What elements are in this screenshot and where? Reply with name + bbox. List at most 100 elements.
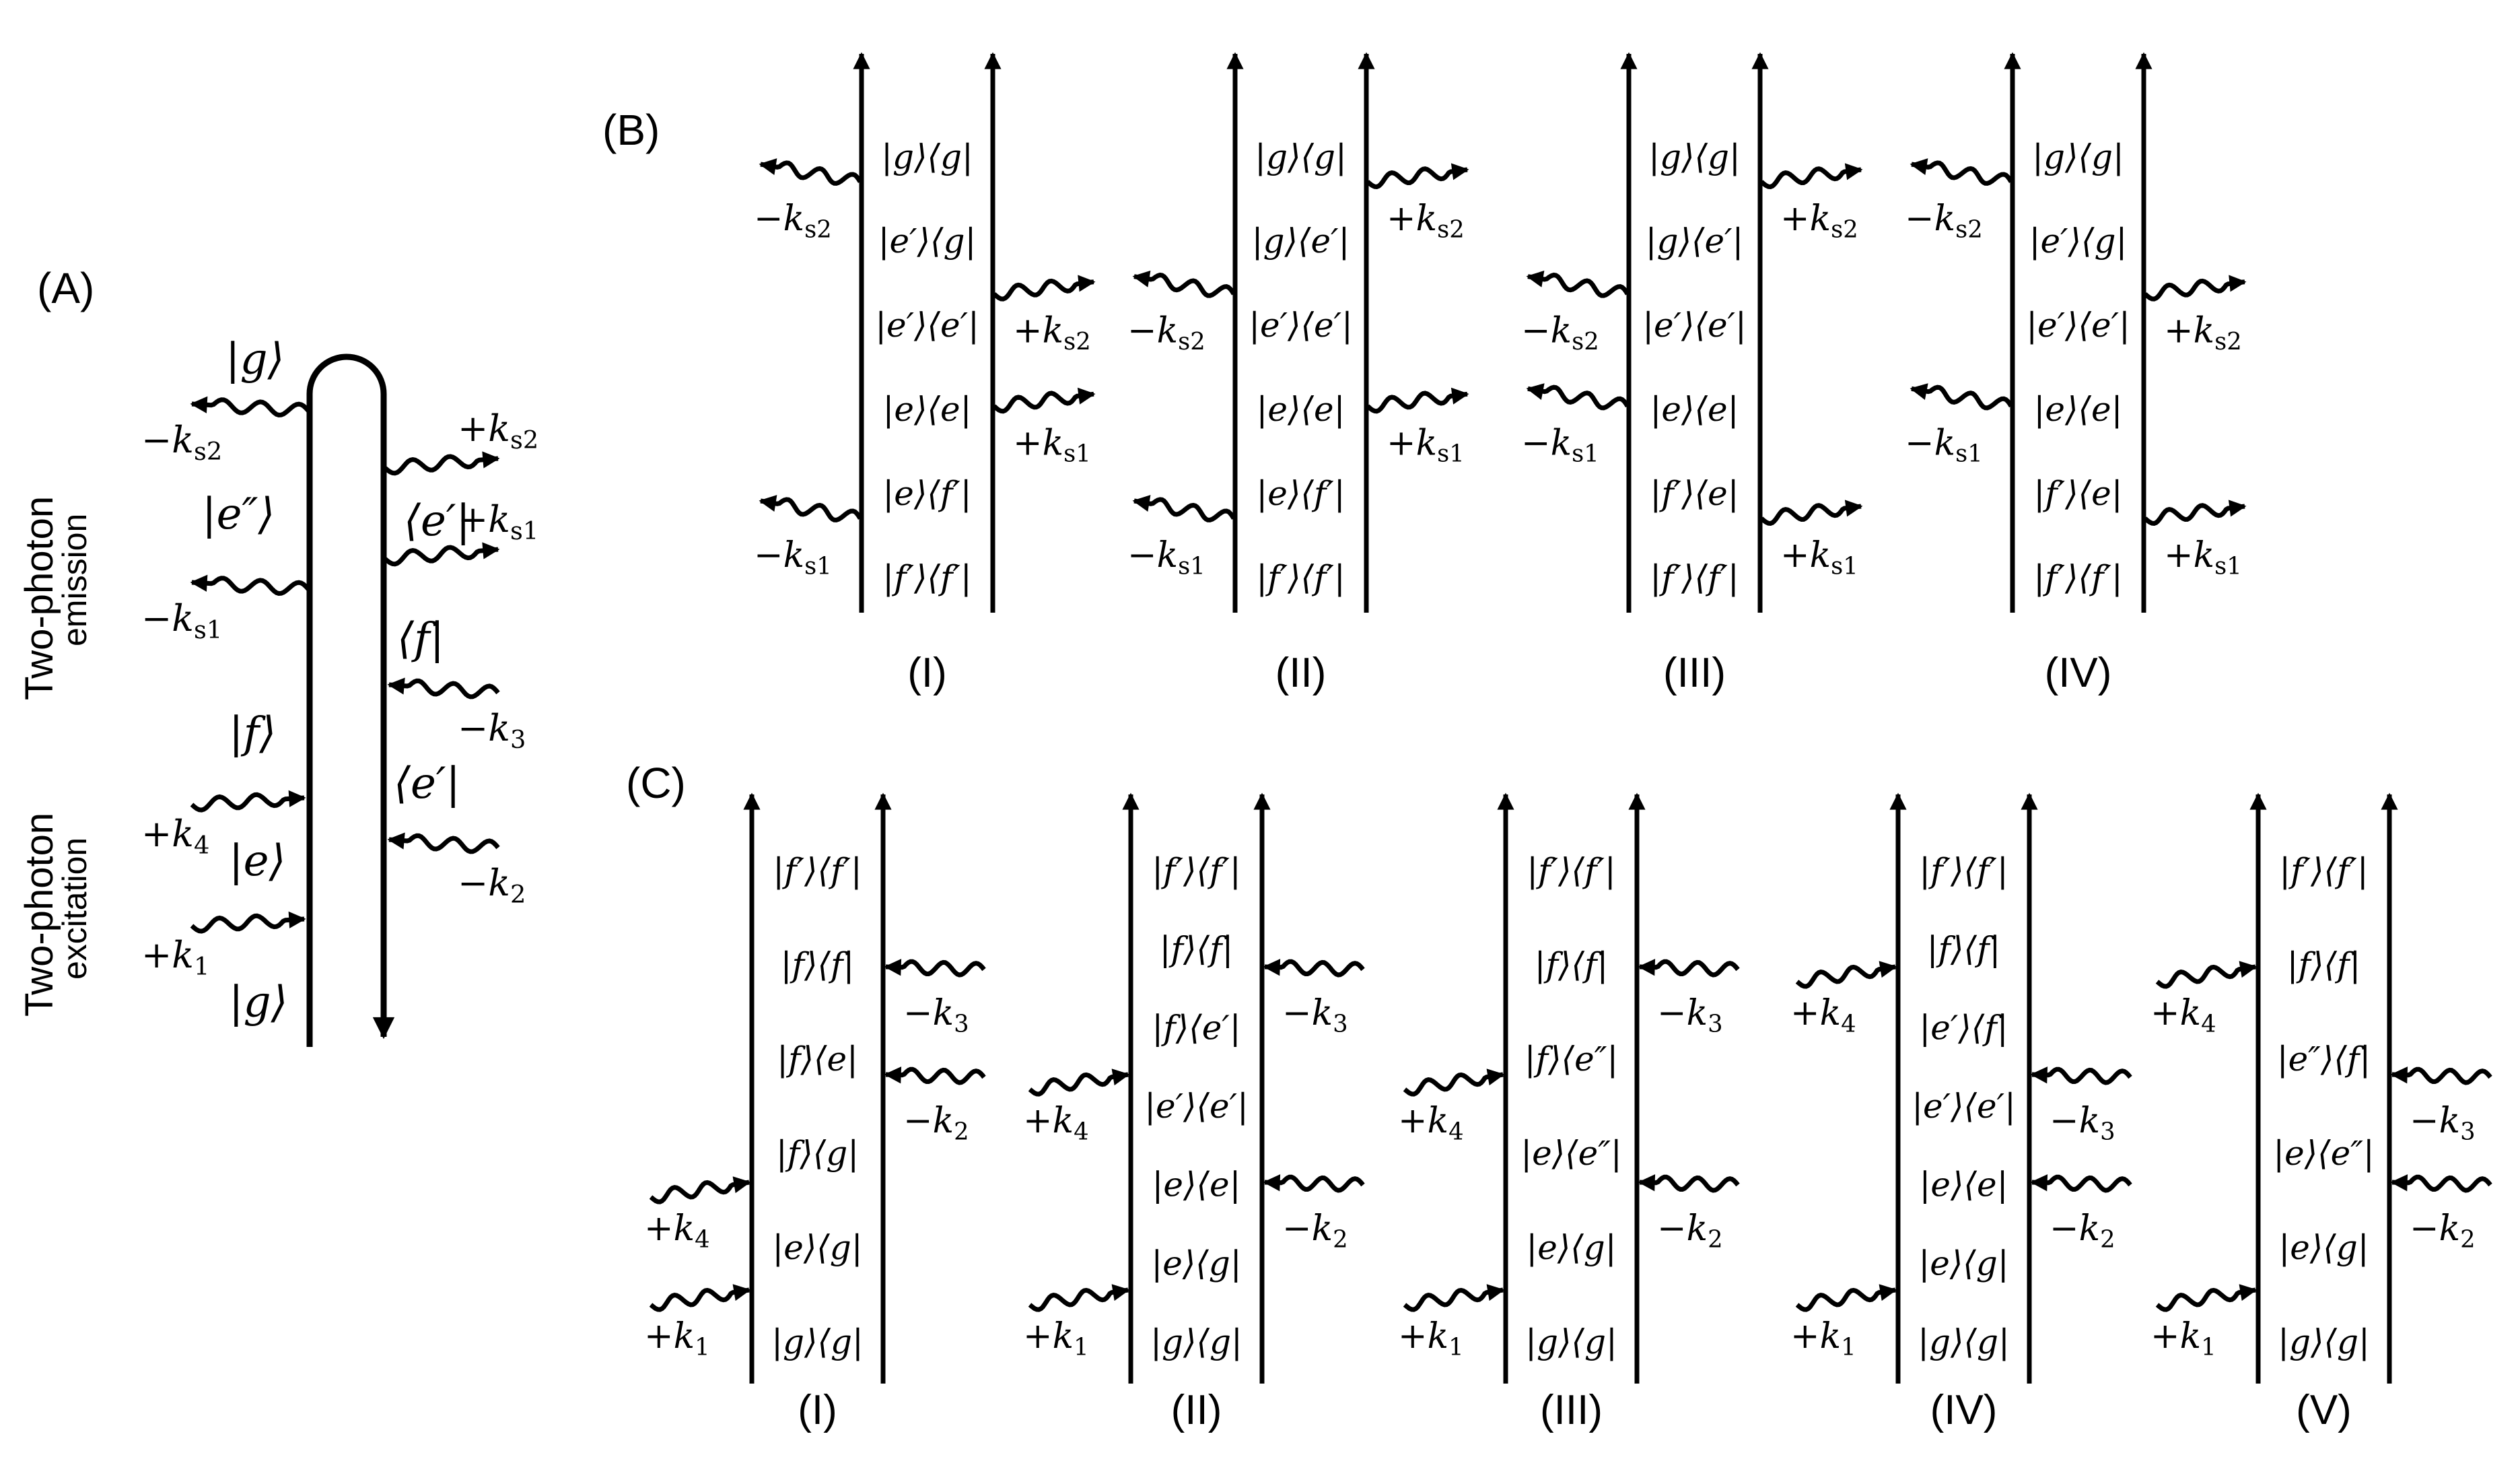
wavy-arrow <box>884 1066 986 1085</box>
density-state: |g⟩⟨e′| <box>1252 222 1350 261</box>
density-state: |f⟩⟨f| <box>1535 945 1609 984</box>
wavy-arrow <box>190 574 310 597</box>
density-state: |f′⟩⟨e| <box>2033 474 2122 513</box>
field-k: k <box>674 1209 695 1249</box>
density-state: |e′⟩⟨e′| <box>1912 1087 2016 1126</box>
field-k: k <box>1820 1316 1842 1357</box>
field-sign: + <box>141 934 172 976</box>
field-sign: − <box>903 993 933 1033</box>
density-state: |f⟩⟨f| <box>1160 930 1234 969</box>
density-state: |e″⟩⟨f| <box>2277 1040 2371 1079</box>
wavy-arrow <box>2390 1066 2492 1085</box>
wavy-arrow <box>383 542 500 567</box>
field-subscript: 1 <box>1841 1333 1856 1361</box>
field-sign: − <box>458 862 488 904</box>
field-label-minus-k-3: −k3 <box>1657 993 1723 1038</box>
panel-a-state-e: |e⟩ <box>229 836 285 886</box>
field-subscript: 4 <box>1841 1010 1856 1038</box>
field-sign: + <box>644 1209 674 1249</box>
field-k: k <box>2180 1316 2202 1357</box>
field-subscript: s1 <box>2214 552 2242 580</box>
panel-a-right-field-plus-k-s2: +ks2 <box>383 407 538 476</box>
field-label-plus-k-s1: +ks1 <box>1387 423 1465 467</box>
field-subscript: 1 <box>2201 1333 2216 1361</box>
field-plus-k-1: +k1 <box>1790 1284 1897 1361</box>
density-state: |e′⟩⟨e′| <box>1642 306 1747 345</box>
field-subscript: 1 <box>1448 1333 1464 1361</box>
field-label-plus-k-s2: +ks2 <box>2164 311 2242 355</box>
field-label-minus-k-2: −k2 <box>2410 1209 2476 1253</box>
wavy-arrow <box>2143 275 2247 302</box>
field-sign: − <box>2050 1209 2079 1249</box>
field-k: k <box>2079 1101 2101 1141</box>
field-subscript: 3 <box>1333 1010 1348 1038</box>
field-k: k <box>1820 993 1842 1033</box>
field-sign: + <box>1387 423 1416 463</box>
density-state: |f⟩⟨f| <box>2287 945 2361 984</box>
wavy-arrow <box>2155 1284 2258 1312</box>
field-subscript: 2 <box>510 880 526 909</box>
field-sign: − <box>1657 993 1687 1033</box>
density-state: |f⟩⟨f| <box>781 945 855 984</box>
field-sign: + <box>1023 1316 1053 1357</box>
wavy-arrow <box>383 451 500 476</box>
field-sign: + <box>2164 535 2194 576</box>
panel-a-state-g-top: |g⟩ <box>225 335 285 384</box>
field-sign: + <box>1398 1316 1428 1357</box>
density-state: |e′⟩⟨f| <box>1919 1008 2008 1047</box>
diagram-numeral: (IV) <box>1930 1387 1998 1433</box>
panel-a-state-f: |f⟩ <box>229 708 276 758</box>
field-sign: + <box>1013 311 1043 351</box>
field-label-plus-k-1: +k1 <box>1790 1316 1856 1361</box>
panel-a-bra-e-prime-bottom: ⟨e′| <box>394 759 460 809</box>
field-sign: + <box>141 813 172 855</box>
density-state: |e⟩⟨e″| <box>2273 1134 2375 1173</box>
density-state: |e⟩⟨g| <box>772 1228 862 1267</box>
field-sign: + <box>1023 1101 1053 1141</box>
density-state: |f⟩⟨f| <box>1927 930 2001 969</box>
field-plus-k-s1: +ks1 <box>992 387 1096 468</box>
density-state: |g⟩⟨g| <box>1525 1322 1617 1361</box>
field-sign: − <box>2410 1101 2439 1141</box>
field-k: k <box>1312 993 1333 1033</box>
wavy-arrow <box>649 1284 751 1312</box>
field-sign: + <box>1387 199 1416 239</box>
density-state: |f′⟩⟨f′| <box>1650 558 1739 597</box>
field-sign: − <box>1127 535 1157 576</box>
field-subscript: s1 <box>1831 552 1858 580</box>
field-sign: − <box>141 597 172 640</box>
field-sign: + <box>1790 993 1820 1033</box>
field-label-minus-k-s1: −ks1 <box>754 535 832 580</box>
density-state: |f′⟩⟨f′| <box>2279 851 2368 890</box>
density-state: |g⟩⟨g| <box>771 1322 864 1361</box>
wavy-arrow <box>1759 500 1863 526</box>
field-k: k <box>488 407 510 450</box>
field-label-plus-k-s1: +ks1 <box>1780 535 1858 580</box>
field-label-plus-k-1: +k1 <box>644 1316 710 1361</box>
field-subscript: 3 <box>1708 1010 1723 1038</box>
field-subscript: s1 <box>194 615 222 644</box>
field-minus-k-s1: −ks1 <box>1521 383 1630 468</box>
wavy-arrow <box>649 1176 751 1204</box>
field-sign: + <box>1398 1101 1428 1141</box>
field-minus-k-s2: −ks2 <box>1521 270 1630 355</box>
field-minus-k-3: −k3 <box>2390 1066 2492 1145</box>
field-minus-k-s2: −ks2 <box>754 158 862 243</box>
wavy-arrow <box>759 495 862 522</box>
wavy-arrow <box>1366 163 1469 189</box>
field-k: k <box>1043 311 1064 351</box>
panel-a-loop-diagram <box>306 353 395 1047</box>
field-label-minus-k-3: −k3 <box>1282 993 1348 1038</box>
field-k: k <box>1416 423 1438 463</box>
density-state: |e′⟩⟨e′| <box>1144 1087 1249 1126</box>
panel-c-diagrams: |f′⟩⟨f′||f⟩⟨f||f⟩⟨e||f⟩⟨g||e⟩⟨g||g⟩⟨g|−k… <box>644 792 2492 1433</box>
field-k: k <box>1157 311 1179 351</box>
panel-a-state-e-double-prime: |e″⟩ <box>202 489 275 539</box>
field-plus-k-4: +k4 <box>1023 1068 1130 1145</box>
panel-a-right-field-plus-k-s1: +ks1 <box>383 498 538 567</box>
field-subscript: s2 <box>1955 215 1983 243</box>
density-state: |f′⟩⟨f′| <box>773 851 862 890</box>
field-label-plus-k-1: +k1 <box>2150 1316 2216 1361</box>
field-sign: + <box>1780 535 1810 576</box>
field-sign: − <box>1282 1209 1312 1249</box>
